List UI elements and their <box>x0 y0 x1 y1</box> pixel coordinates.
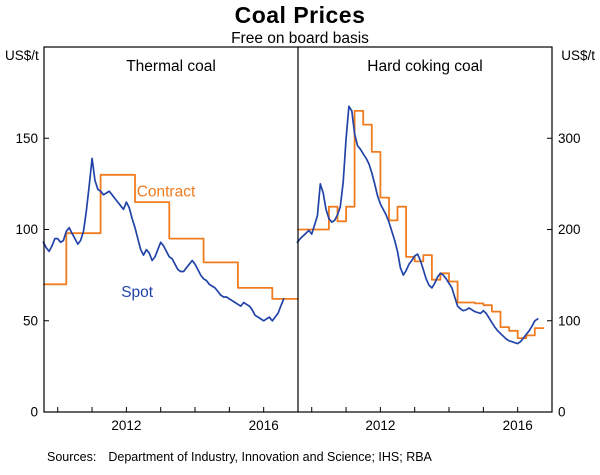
series-label-contract: Contract <box>137 184 196 201</box>
sources-note: Sources: Department of Industry, Innovati… <box>47 450 432 464</box>
y-tick-label: 200 <box>558 222 581 237</box>
y-tick-label: 100 <box>15 222 38 237</box>
chart-subtitle: Free on board basis <box>231 30 369 47</box>
sources-text: Department of Industry, Innovation and S… <box>108 450 432 464</box>
panel-title-thermal-coal: Thermal coal <box>126 58 216 75</box>
y-tick-label: 150 <box>15 131 38 146</box>
y-tick-label: 300 <box>558 131 581 146</box>
x-tick-label: 2012 <box>365 418 395 433</box>
panel-title-hard-coking-coal: Hard coking coal <box>367 58 482 75</box>
series-label-spot: Spot <box>121 284 154 301</box>
y-tick-label: 100 <box>558 313 581 328</box>
y-tick-label: 0 <box>558 405 566 420</box>
x-tick-label: 2012 <box>111 418 141 433</box>
y-tick-label: 50 <box>23 313 38 328</box>
chart-title: Coal Prices <box>234 2 366 28</box>
hard-coking-coal-spot-line <box>296 105 539 345</box>
sources-label: Sources: <box>47 450 97 464</box>
x-tick-label: 2016 <box>249 418 279 433</box>
x-tick-label: 2016 <box>503 418 533 433</box>
left-axis-unit-label: US$/t <box>5 48 39 63</box>
right-axis-unit-label: US$/t <box>561 48 595 63</box>
hard-coking-coal-contract-line <box>297 110 545 339</box>
y-tick-label: 0 <box>30 405 38 420</box>
thermal-coal-spot-line <box>42 157 285 322</box>
